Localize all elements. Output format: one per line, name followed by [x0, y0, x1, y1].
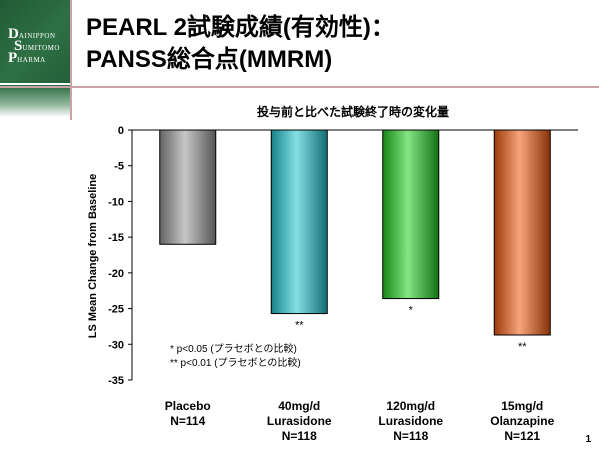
x-tick-label-2-1: Lurasidone — [378, 414, 443, 428]
horizontal-divider — [0, 86, 599, 88]
y-tick-label-7: -35 — [108, 375, 124, 387]
y-tick-label-1: -5 — [114, 161, 124, 173]
x-tick-label-1-0: 40mg/d — [278, 399, 320, 413]
bar-2 — [382, 129, 440, 300]
y-tick-label-6: -30 — [108, 339, 124, 351]
x-tick-label-3-0: 15mg/d — [501, 399, 543, 413]
y-tick-label-4: -20 — [108, 268, 124, 280]
slide-title-line-2: PANSS総合点(MMRM) — [86, 46, 333, 73]
x-tick-label-2-2: N=118 — [393, 429, 428, 443]
logo-gradient-strip — [0, 85, 70, 117]
page-number: 1 — [585, 434, 591, 445]
logo-line-2: SUMITOMO — [14, 38, 60, 54]
y-tick-label-5: -25 — [108, 304, 124, 316]
significance-marker-2: * — [409, 305, 414, 317]
y-tick-label-0: 0 — [118, 125, 124, 137]
x-tick-label-0-1: N=114 — [170, 414, 205, 428]
vertical-divider — [70, 0, 72, 120]
x-tick-label-3-2: N=121 — [504, 429, 540, 443]
significance-note-1: * p<0.05 (プラセボとの比較) — [170, 344, 297, 355]
x-tick-label-1-1: Lurasidone — [267, 414, 332, 428]
x-tick-label-1-2: N=118 — [282, 429, 317, 443]
logo-line-1: DAINIPPON — [8, 26, 56, 42]
bar-0 — [159, 129, 217, 245]
significance-marker-3: ** — [518, 341, 527, 353]
company-logo: DAINIPPON SUMITOMO PHARMA — [0, 0, 70, 83]
x-tick-label-0-0: Placebo — [165, 399, 211, 413]
chart-title: 投与前と比べた試験終了時の変化量 — [257, 104, 449, 119]
significance-note-2: ** p<0.01 (プラセボとの比較) — [170, 358, 301, 369]
x-tick-label-2-0: 120mg/d — [386, 399, 435, 413]
y-tick-label-2: -10 — [108, 196, 124, 208]
logo-line-3: PHARMA — [8, 50, 46, 66]
y-tick-label-3: -15 — [108, 232, 124, 244]
slide-title: PEARL 2試験成績(有効性)： PANSS総合点(MMRM) — [86, 12, 395, 76]
significance-marker-1: ** — [295, 320, 304, 332]
bar-1 — [270, 129, 328, 315]
slide-title-line-1: PEARL 2試験成績(有効性)： — [86, 14, 395, 41]
bar-3 — [493, 129, 551, 336]
x-tick-label-3-1: Olanzapine — [490, 414, 554, 428]
y-axis-label: LS Mean Change from Baseline — [87, 174, 99, 338]
